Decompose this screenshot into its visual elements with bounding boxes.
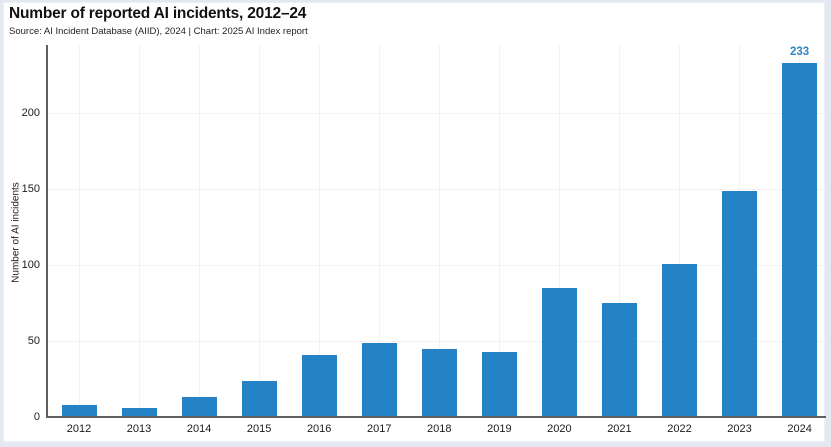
bar-2023 — [722, 190, 758, 417]
y-tick-label-50: 50 — [27, 335, 40, 348]
y-axis-line — [46, 45, 48, 417]
chart-source-caption: Source: AI Incident Database (AIID), 202… — [9, 26, 308, 37]
h-gridline-100 — [47, 265, 826, 267]
h-gridline-200 — [47, 113, 826, 115]
x-tick-label-2019: 2019 — [487, 423, 512, 435]
v-gridline-2018 — [438, 45, 440, 417]
chart-card: Number of reported AI incidents, 2012–24… — [3, 2, 826, 442]
v-gridline-2016 — [318, 45, 320, 417]
x-tick-label-2023: 2023 — [727, 423, 752, 435]
x-axis-line — [46, 416, 826, 418]
v-gridline-2017 — [378, 45, 380, 417]
x-tick-label-2014: 2014 — [186, 423, 212, 435]
bar-value-label-2024: 233 — [790, 46, 810, 59]
x-tick-label-2013: 2013 — [126, 423, 152, 435]
v-gridline-2020 — [558, 45, 560, 417]
bar-2022 — [662, 263, 697, 417]
plot-area: Number of AI incidents 0 50 100 150 200 233 … — [4, 3, 826, 441]
x-tick-label-2012: 2012 — [66, 423, 92, 435]
v-gridline-2012 — [78, 45, 80, 417]
bar-2019 — [481, 351, 517, 417]
x-tick-label-2015: 2015 — [246, 423, 272, 435]
x-tick-label-2017: 2017 — [367, 423, 392, 435]
v-gridline-2022 — [679, 45, 680, 417]
v-gridline-2021 — [618, 45, 620, 417]
x-tick-label-2018: 2018 — [427, 423, 452, 435]
h-gridline-50 — [47, 341, 826, 343]
chart-title: Number of reported AI incidents, 2012–24 — [9, 5, 307, 22]
v-gridline-2015 — [258, 45, 260, 417]
bar-2016 — [301, 354, 337, 417]
y-tick-label-0: 0 — [33, 411, 40, 423]
v-gridline-2013 — [138, 45, 140, 417]
bar-2021 — [601, 303, 637, 417]
x-tick-label-2024: 2024 — [787, 423, 812, 435]
y-tick-label-100: 100 — [21, 259, 40, 272]
bar-2017 — [361, 342, 397, 417]
bar-2014 — [181, 397, 217, 417]
x-tick-label-2022: 2022 — [667, 423, 692, 435]
v-gridline-2019 — [498, 45, 500, 417]
y-tick-label-150: 150 — [21, 183, 40, 196]
bar-2024 — [782, 63, 818, 417]
bar-2015 — [241, 380, 277, 417]
h-gridline-150 — [47, 189, 826, 191]
x-tick-label-2020: 2020 — [547, 423, 572, 435]
x-tick-label-2021: 2021 — [607, 423, 632, 435]
bar-2013 — [121, 407, 157, 417]
y-tick-label-200: 200 — [21, 107, 40, 120]
v-gridline-2014 — [198, 45, 200, 417]
bar-2012 — [61, 404, 97, 417]
bar-2018 — [421, 348, 457, 417]
bar-2020 — [541, 287, 577, 417]
x-tick-label-2016: 2016 — [306, 423, 332, 435]
